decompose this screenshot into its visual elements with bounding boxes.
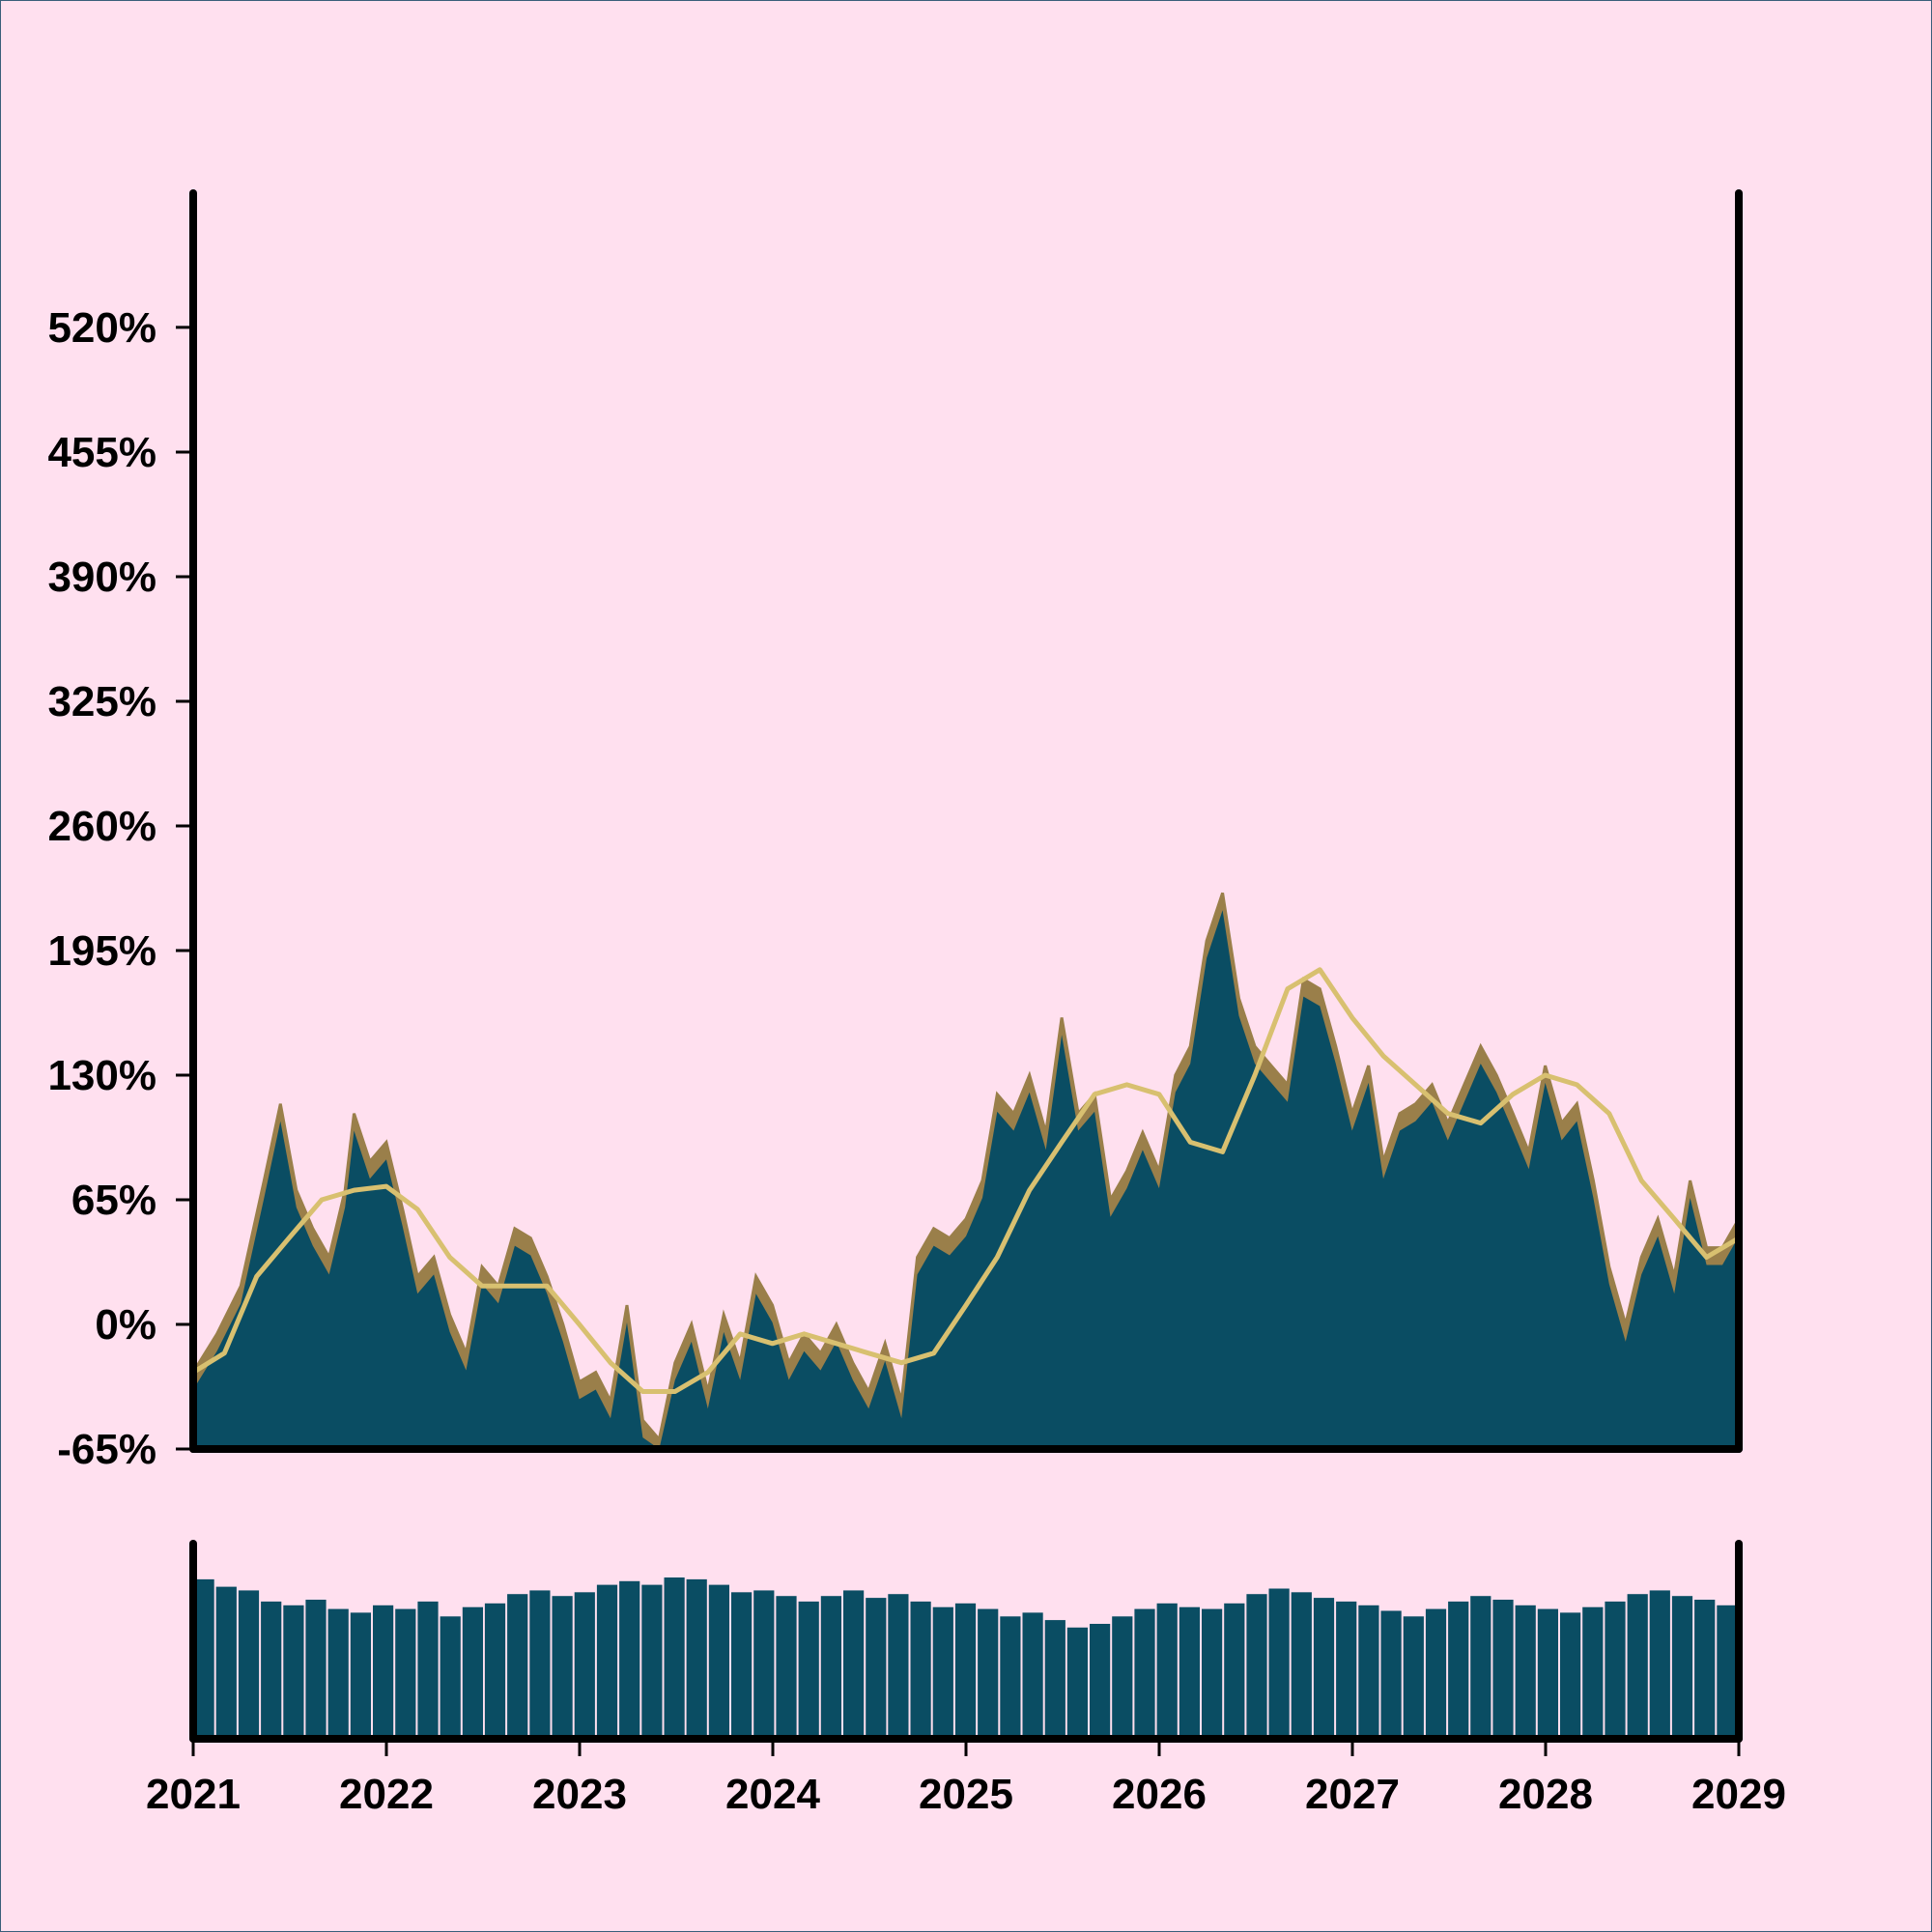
volume-bar xyxy=(1224,1603,1245,1739)
volume-bar xyxy=(1492,1600,1514,1739)
volume-bar xyxy=(1671,1596,1693,1739)
volume-bar xyxy=(1336,1601,1357,1739)
volume-bar xyxy=(708,1584,729,1739)
x-tick-label: 2021 xyxy=(146,1771,241,1818)
volume-bar xyxy=(843,1590,865,1739)
volume-bar xyxy=(641,1584,663,1739)
moving-average-line xyxy=(190,967,1742,1394)
volume-bar xyxy=(327,1608,349,1739)
x-tick-label: 2022 xyxy=(339,1771,434,1818)
volume-bar xyxy=(1179,1606,1200,1739)
volume-bar xyxy=(664,1577,685,1739)
area-fill xyxy=(193,910,1739,1449)
volume-bar xyxy=(731,1592,753,1739)
volume-bar xyxy=(776,1596,797,1739)
y-tick-label: 520% xyxy=(47,304,156,352)
volume-bar xyxy=(507,1594,528,1739)
x-tick-label: 2026 xyxy=(1112,1771,1207,1818)
volume-bar xyxy=(1627,1594,1648,1739)
x-tick-label: 2029 xyxy=(1691,1771,1786,1818)
x-tick-label: 2025 xyxy=(919,1771,1013,1818)
y-tick-label: 65% xyxy=(71,1177,156,1224)
volume-bar xyxy=(820,1596,841,1739)
volume-bar xyxy=(1202,1608,1223,1739)
volume-bar xyxy=(193,1578,214,1739)
volume-bar xyxy=(888,1594,909,1739)
volume-bar xyxy=(261,1601,282,1739)
volume-bar xyxy=(1246,1594,1267,1739)
volume-bar xyxy=(529,1590,551,1739)
volume-bar xyxy=(1022,1612,1043,1739)
volume-bar xyxy=(552,1596,573,1739)
volume-bar xyxy=(1403,1616,1424,1739)
volume-bar xyxy=(1313,1598,1335,1739)
y-tick-label: 390% xyxy=(47,554,156,601)
volume-bar xyxy=(1515,1605,1536,1739)
volume-bar xyxy=(215,1586,237,1739)
volume-bar xyxy=(1649,1590,1670,1739)
volume-bar xyxy=(238,1590,260,1739)
y-tick-label: 325% xyxy=(47,678,156,725)
volume-bar xyxy=(1470,1596,1492,1739)
volume-bar xyxy=(798,1601,819,1739)
y-tick-label: 260% xyxy=(47,803,156,850)
volume-bar xyxy=(1291,1592,1312,1739)
volume-bar xyxy=(1694,1600,1716,1739)
x-tick-label: 2024 xyxy=(725,1771,820,1818)
y-tick-label: 0% xyxy=(95,1301,156,1349)
volume-bar xyxy=(350,1612,371,1739)
volume-bar xyxy=(395,1608,416,1739)
volume-bar xyxy=(1582,1606,1604,1739)
volume-bar xyxy=(1000,1616,1021,1739)
volume-bar xyxy=(1134,1608,1155,1739)
volume-bar xyxy=(1156,1603,1178,1739)
volume-bar xyxy=(619,1580,640,1739)
y-tick-label: 455% xyxy=(47,429,156,476)
volume-bar xyxy=(1044,1620,1065,1739)
volume-bar xyxy=(1358,1605,1379,1739)
volume-bar xyxy=(753,1590,775,1739)
volume-bar xyxy=(1268,1588,1290,1739)
volume-bar xyxy=(440,1616,461,1739)
volume-bar xyxy=(866,1598,887,1739)
volume-bar xyxy=(910,1601,931,1739)
volume-bar xyxy=(1425,1608,1447,1739)
volume-bar xyxy=(954,1603,977,1739)
volume-bar xyxy=(1112,1616,1133,1739)
y-tick-label: -65% xyxy=(57,1426,156,1473)
volume-bar xyxy=(283,1605,304,1739)
volume-bar xyxy=(1605,1601,1626,1739)
y-tick-label: 195% xyxy=(47,927,156,975)
volume-bar xyxy=(484,1603,506,1739)
volume-bar xyxy=(305,1600,327,1739)
volume-bar xyxy=(373,1605,394,1739)
volume-bar xyxy=(417,1601,439,1739)
x-tick-label: 2023 xyxy=(532,1771,627,1818)
volume-bar xyxy=(596,1584,618,1739)
volume-bar xyxy=(1066,1627,1088,1739)
volume-bar xyxy=(932,1606,953,1739)
volume-bar xyxy=(1537,1608,1558,1739)
volume-bar xyxy=(686,1578,707,1739)
volume-bar xyxy=(1380,1610,1402,1739)
volume-bar xyxy=(1448,1601,1469,1739)
volume-bar xyxy=(574,1592,595,1739)
volume-bar xyxy=(462,1606,483,1739)
x-tick-label: 2027 xyxy=(1305,1771,1400,1818)
volume-bar xyxy=(1560,1612,1581,1739)
volume-bar xyxy=(978,1608,999,1739)
y-tick-label: 130% xyxy=(47,1052,156,1099)
volume-bar xyxy=(1717,1605,1738,1739)
volume-bar xyxy=(1090,1624,1111,1739)
x-tick-label: 2028 xyxy=(1498,1771,1593,1818)
